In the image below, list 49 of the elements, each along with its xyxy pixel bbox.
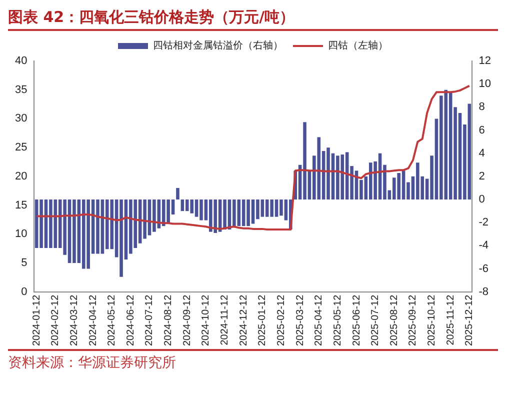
y2-tick-label: 10 [478,78,492,90]
y2-tick-label: -2 [478,216,489,229]
x-tick-label: 2024-09-12 [182,294,193,346]
x-tick-label: 2025-12-12 [464,294,476,346]
x-tick-label: 2024-03-12 [68,294,80,346]
y2-tick-label: 8 [478,101,485,114]
x-tick-label: 2024-07-12 [144,294,156,346]
x-tick-label: 2024-04-12 [88,294,99,346]
x-tick-label: 2024-05-12 [106,294,118,346]
x-tick-label: 2025-02-12 [276,294,287,346]
x-tick-label: 2024-08-12 [163,294,174,346]
x-tick-label: 2025-08-12 [388,294,400,346]
x-tick-label: 2024-02-12 [50,294,62,346]
x-tick-label: 2025-06-12 [351,294,362,346]
y-tick-label: 0 [21,286,28,298]
x-tick-label: 2025-04-12 [314,294,325,346]
y2-tick-label: -6 [478,262,489,275]
x-tick-label: 2025-11-12 [445,294,456,346]
y2-tick-label: 6 [478,124,485,136]
text: 资料来源：华源证券研究所 [8,349,498,372]
x-tick-label: 2025-05-12 [332,294,344,346]
y2-tick-label: -8 [478,286,489,298]
y-tick-label: 40 [14,55,28,68]
x-tick-label: 2025-10-12 [426,294,438,346]
y-tick-label: 35 [14,84,28,96]
x-tick-label: 2025-01-12 [257,294,268,346]
y-tick-label: 10 [14,228,28,240]
x-tick-label: 2024-01-12 [31,294,42,346]
x-tick-label: 2025-09-12 [408,294,419,346]
x-tick-label: 2024-06-12 [125,294,136,346]
x-tick-label: 2024-11-12 [220,294,231,346]
y2-tick-label: 4 [478,147,485,160]
y-tick-label: 20 [14,170,28,182]
y2-tick-label: 12 [478,55,492,68]
y-tick-label: 5 [21,257,28,270]
y-tick-label: 25 [14,142,28,154]
y2-tick-label: -4 [478,240,489,252]
bar [176,188,180,200]
y2-tick-label: 0 [478,194,485,206]
y2-tick-label: 2 [478,170,485,182]
legend-label: 四钴（左轴） [328,40,388,52]
x-tick-label: 2024-10-12 [200,294,212,346]
legend-label: 四钴相对金属钴溢价（右轴） [153,40,283,52]
x-tick-label: 2025-07-12 [370,294,382,346]
chart-title: 图表 42：四氧化三钴价格走势（万元/吨） [8,8,498,31]
y-tick-label: 15 [14,199,28,212]
x-tick-label: 2024-12-12 [238,294,250,346]
x-tick-label: 2025-03-12 [294,294,306,346]
y-tick-label: 30 [14,112,28,125]
